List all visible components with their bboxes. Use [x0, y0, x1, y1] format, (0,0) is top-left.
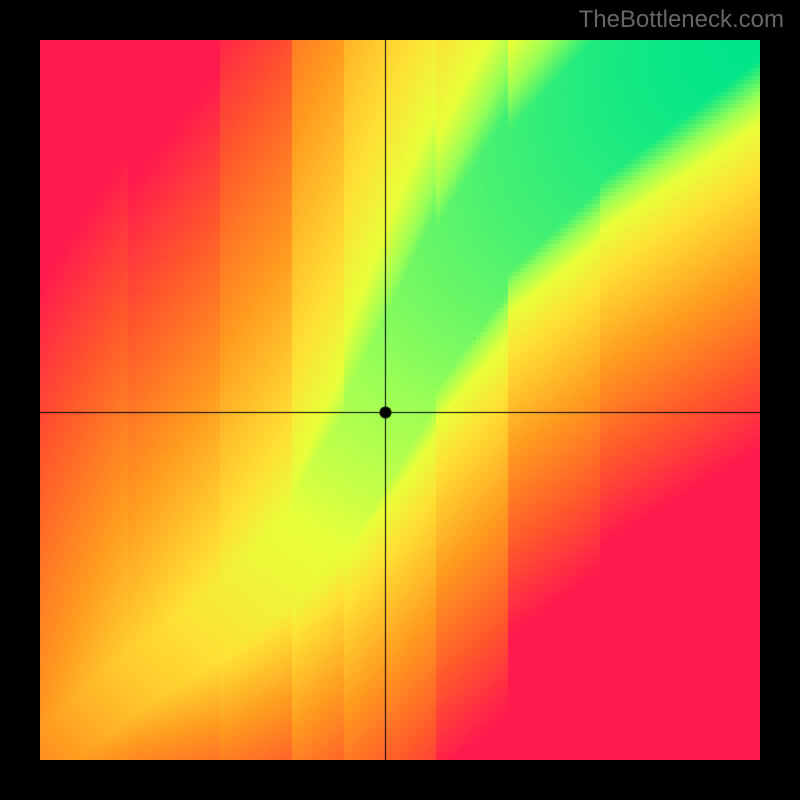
bottleneck-heatmap [40, 40, 760, 760]
watermark-text: TheBottleneck.com [579, 6, 784, 34]
